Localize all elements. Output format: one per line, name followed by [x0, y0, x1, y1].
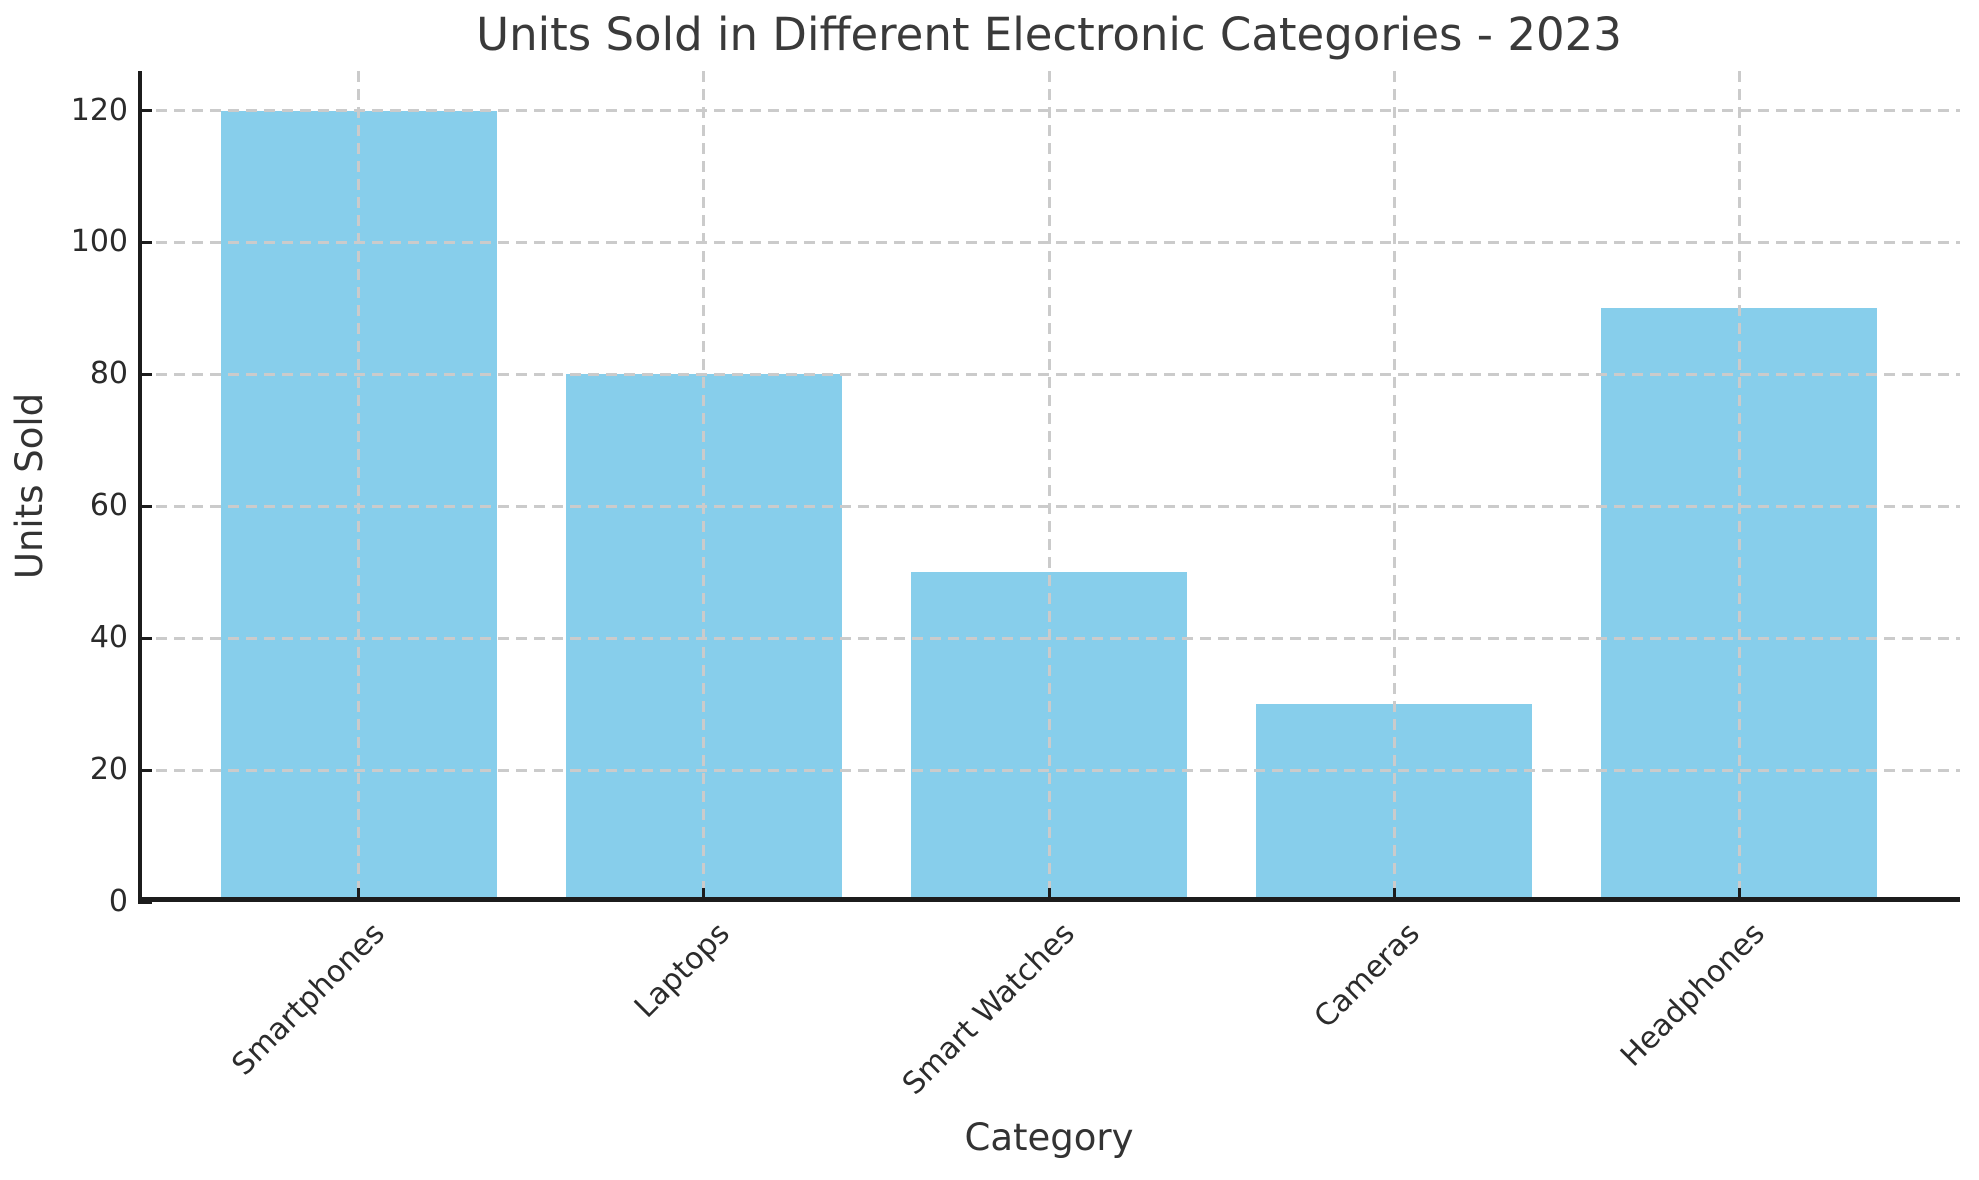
v-gridline-3: [1047, 71, 1051, 902]
v-gridline-5: [1737, 71, 1741, 902]
x-tick-5: [1737, 888, 1741, 902]
x-tick-4: [1392, 888, 1396, 902]
v-gridline-4: [1392, 71, 1396, 902]
v-gridline-1: [357, 71, 361, 902]
y-axis-label: Units Sold: [8, 392, 51, 580]
y-tick-label-60: 60: [89, 488, 128, 524]
y-tick-label-20: 20: [89, 752, 128, 788]
y-axis-spine: [138, 71, 142, 902]
y-tick-60: [138, 504, 152, 508]
v-gridline-2: [702, 71, 706, 902]
y-tick-label-40: 40: [89, 620, 128, 656]
chart-title: Units Sold in Different Electronic Categ…: [476, 8, 1622, 61]
y-tick-label-120: 120: [70, 92, 128, 128]
x-tick-3: [1047, 888, 1051, 902]
y-tick-label-0: 0: [108, 884, 128, 919]
y-tick-80: [138, 372, 152, 376]
y-tick-100: [138, 240, 152, 244]
y-tick-0: [138, 900, 152, 904]
y-tick-20: [138, 768, 152, 772]
y-tick-label-80: 80: [89, 356, 128, 392]
y-tick-label-100: 100: [70, 224, 128, 260]
x-tick-1: [357, 888, 361, 902]
plot-area: [138, 71, 1960, 904]
y-tick-40: [138, 636, 152, 640]
y-tick-120: [138, 109, 152, 113]
x-tick-2: [702, 888, 706, 902]
x-axis-label: Category: [964, 1116, 1134, 1159]
